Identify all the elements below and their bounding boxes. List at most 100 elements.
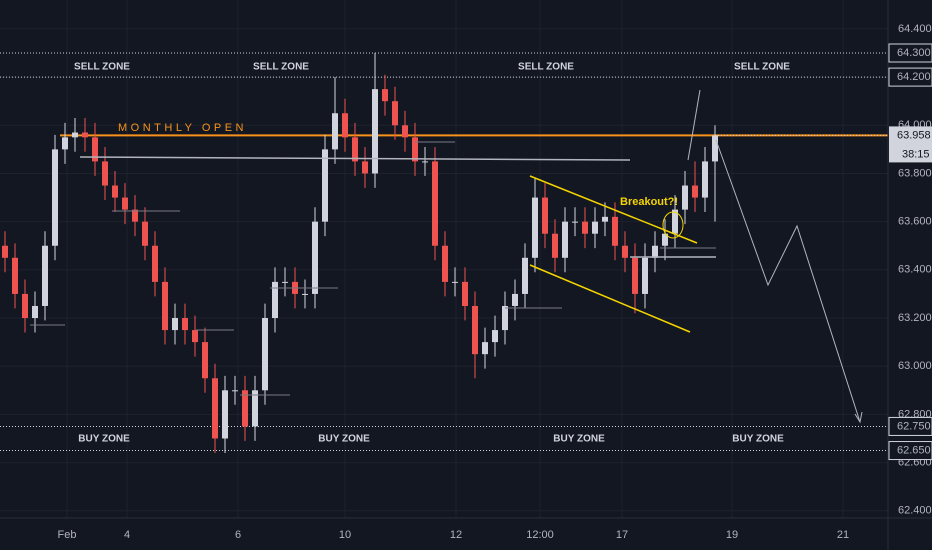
candle-body <box>522 257 528 294</box>
x-tick-label: Feb <box>58 529 77 541</box>
drawings <box>30 89 863 424</box>
candle-body <box>42 245 48 306</box>
zone-label: SELL ZONE <box>253 62 309 73</box>
zone-label: BUY ZONE <box>78 434 130 445</box>
candle-body <box>422 161 428 163</box>
candle-body <box>12 257 18 294</box>
candle-body <box>492 330 498 343</box>
candle-body <box>92 137 98 162</box>
candle-body <box>302 293 308 295</box>
candle-body <box>512 293 518 306</box>
candle-body <box>612 216 618 246</box>
candle-body <box>132 209 138 222</box>
candle-body <box>172 318 178 331</box>
channel-line <box>529 264 691 333</box>
candle-body <box>22 293 28 319</box>
price-tag-label: 62.750 <box>897 420 931 432</box>
y-tick-label: 63.800 <box>898 167 932 179</box>
candle-body <box>152 245 158 282</box>
candle-body <box>582 221 588 234</box>
candle-body <box>392 101 398 126</box>
x-tick-label: 6 <box>235 529 241 541</box>
candle-body <box>222 390 228 439</box>
candle-body <box>322 149 328 222</box>
candle-body <box>162 281 168 331</box>
candle-body <box>312 221 318 294</box>
candles <box>2 53 718 453</box>
candle-body <box>362 161 368 174</box>
highlight-circle <box>662 211 684 239</box>
axes: 62.40062.60062.80063.00063.20063.40063.6… <box>58 23 932 541</box>
arrow-head <box>854 411 863 424</box>
candle-body <box>652 245 658 258</box>
x-tick-label: 21 <box>837 529 849 541</box>
candle-body <box>402 125 408 138</box>
breakout-label: Breakout?! <box>620 196 678 208</box>
candle-body <box>282 281 288 283</box>
y-tick-label: 64.400 <box>898 23 932 35</box>
candle-body <box>632 257 638 294</box>
candle-body <box>32 305 38 319</box>
candle-body <box>72 132 78 138</box>
candle-body <box>192 330 198 343</box>
zone-label: BUY ZONE <box>318 434 370 445</box>
y-tick-label: 63.600 <box>898 216 932 228</box>
candle-body <box>412 137 418 162</box>
candle-body <box>672 209 678 234</box>
candle-body <box>452 281 458 283</box>
candle-body <box>2 245 8 258</box>
zone-label: SELL ZONE <box>518 62 574 73</box>
x-tick-label: 12 <box>450 529 462 541</box>
zone-label: SELL ZONE <box>74 62 130 73</box>
candle-body <box>182 318 188 331</box>
candle-body <box>702 161 708 198</box>
candle-body <box>252 390 258 427</box>
current-price-tag <box>889 126 932 163</box>
candle-body <box>382 89 388 102</box>
current-price-label: 63.958 <box>897 129 931 141</box>
candle-body <box>202 342 208 379</box>
candle-body <box>542 197 548 234</box>
candle-body <box>62 137 68 150</box>
y-tick-label: 62.400 <box>898 505 932 517</box>
candle-body <box>622 245 628 258</box>
candle-body <box>352 137 358 162</box>
candle-body <box>272 281 278 319</box>
candle-body <box>642 257 648 294</box>
price-tag <box>888 416 932 436</box>
candle-body <box>342 113 348 138</box>
candle-body <box>592 221 598 234</box>
price-tag <box>888 43 932 63</box>
candle-body <box>122 197 128 210</box>
price-tag-label: 62.650 <box>897 444 931 456</box>
candle-body <box>482 342 488 355</box>
candle-body <box>572 221 578 223</box>
candle-body <box>532 197 538 258</box>
candle-body <box>692 185 698 198</box>
zone-label: SELL ZONE <box>734 62 790 73</box>
price-tag <box>888 67 932 87</box>
candle-body <box>212 378 218 439</box>
candle-body <box>472 305 478 355</box>
y-tick-label: 63.200 <box>898 312 932 324</box>
monthly-open-label: MONTHLY OPEN <box>118 122 247 134</box>
candle-body <box>552 233 558 258</box>
candle-body <box>102 161 108 186</box>
level-line <box>79 156 631 161</box>
x-tick-label: 10 <box>339 529 351 541</box>
x-tick-label: 17 <box>616 529 628 541</box>
candle-body <box>112 185 118 198</box>
candle-body <box>502 305 508 331</box>
candle-body <box>602 216 608 222</box>
candle-body <box>262 318 268 391</box>
candle-body <box>442 245 448 282</box>
x-tick-label: 4 <box>124 529 130 541</box>
price-tag-label: 64.200 <box>897 71 931 83</box>
price-tag <box>888 441 932 461</box>
candle-body <box>52 149 58 246</box>
candle-body <box>662 233 668 246</box>
candle-body <box>142 221 148 246</box>
grid <box>0 0 888 518</box>
zone-label: BUY ZONE <box>553 434 605 445</box>
